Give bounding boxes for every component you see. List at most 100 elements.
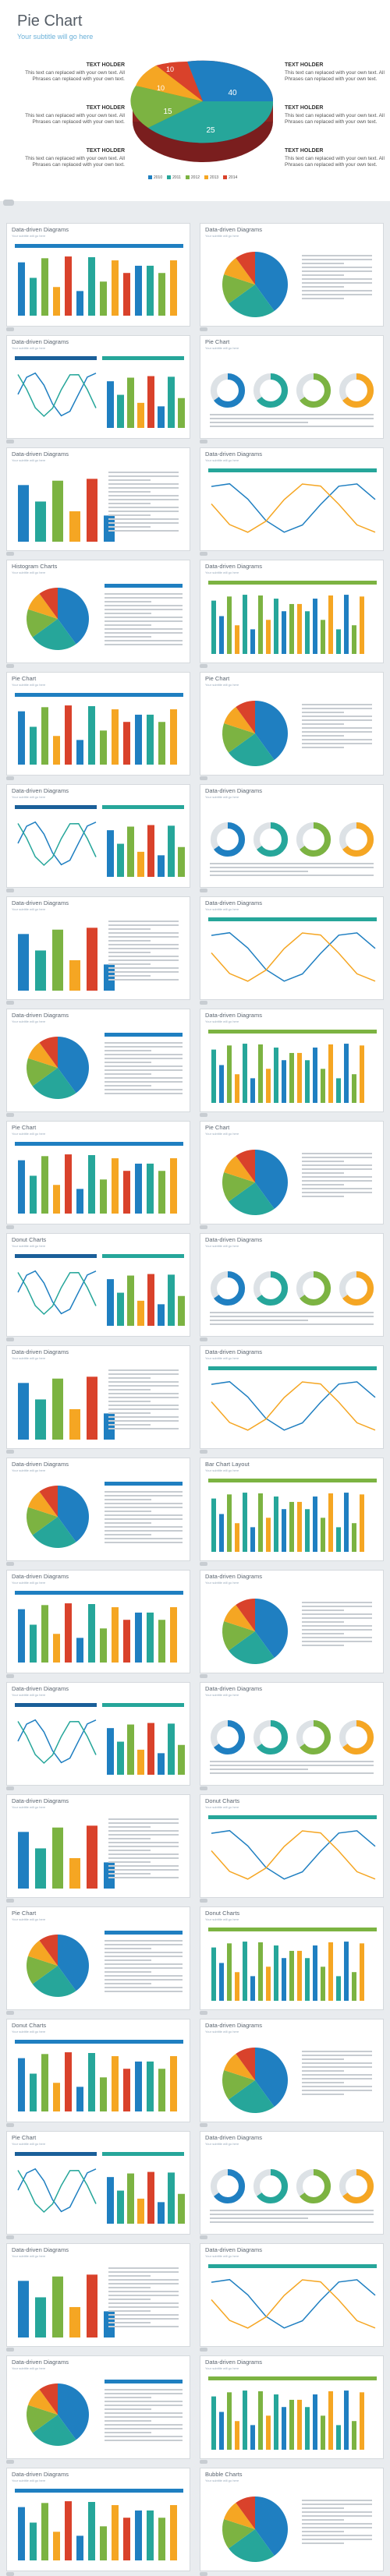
text-placeholder	[210, 2217, 308, 2219]
text-placeholder	[108, 1846, 179, 1847]
text-placeholder	[108, 936, 179, 938]
slide-thumbnail[interactable]: Pie Chart Your subtitle will go here	[200, 1121, 384, 1224]
slide-subtitle: Your subtitle will go here	[205, 2254, 239, 2258]
pie-slice	[27, 2389, 58, 2415]
chart-bar	[41, 2503, 48, 2560]
slide-thumbnail[interactable]: Pie Chart Your subtitle will go here	[200, 335, 384, 439]
chart-bar	[274, 1945, 278, 2001]
chart-bar	[107, 830, 114, 877]
slide-thumbnail[interactable]: Pie Chart Your subtitle will go here	[200, 672, 384, 776]
chart-bar	[65, 1154, 72, 1214]
slide-subtitle: Your subtitle will go here	[205, 1917, 239, 1921]
slide-thumbnail[interactable]: Bubble Charts Your subtitle will go here	[200, 2468, 384, 2571]
slide-thumbnail[interactable]: Data-driven Diagrams Your subtitle will g…	[200, 447, 384, 551]
text-placeholder	[105, 1952, 183, 1953]
slide-thumbnail[interactable]: Donut Charts Your subtitle will go here	[6, 2019, 190, 2122]
chart-bar	[104, 2311, 115, 2337]
pie-slice	[236, 252, 255, 284]
slide-thumbnail[interactable]: Pie Chart Your subtitle will go here	[6, 2131, 190, 2235]
slide-thumbnail[interactable]: Data-driven Diagrams Your subtitle will g…	[6, 2468, 190, 2571]
slide-thumbnail[interactable]: Data-driven Diagrams Your subtitle will g…	[6, 335, 190, 439]
slide-thumbnail[interactable]: Data-driven Diagrams Your subtitle will g…	[200, 1682, 384, 1786]
text-placeholder	[105, 1975, 183, 1977]
slide-thumbnail[interactable]: Data-driven Diagrams Your subtitle will g…	[6, 784, 190, 888]
chart-line	[211, 2279, 376, 2329]
slide-number-badge	[6, 2011, 14, 2015]
text-placeholder	[302, 274, 344, 276]
slide-thumbnail[interactable]: Donut Charts Your subtitle will go here	[200, 1906, 384, 2010]
panel-header	[15, 1703, 97, 1707]
slide-graphic	[208, 917, 377, 982]
slide-thumbnail[interactable]: Donut Charts Your subtitle will go here	[6, 1233, 190, 1337]
text-placeholder	[105, 1073, 151, 1075]
slide-subtitle: Your subtitle will go here	[205, 683, 239, 687]
slide-thumbnail[interactable]: Data-driven Diagrams Your subtitle will g…	[200, 896, 384, 1000]
slide-thumbnail[interactable]: Pie Chart Your subtitle will go here	[6, 1121, 190, 1224]
slide-graphic	[27, 1931, 183, 1997]
slide-graphic	[27, 1033, 183, 1099]
pie-slice	[224, 2503, 255, 2529]
slide-thumbnail[interactable]: Data-driven Diagrams Your subtitle will g…	[6, 896, 190, 1000]
slide-thumbnail[interactable]: Data-driven Diagrams Your subtitle will g…	[6, 2243, 190, 2347]
slide-number-badge	[6, 1899, 14, 1903]
slide-thumbnail[interactable]: Data-driven Diagrams Your subtitle will g…	[200, 560, 384, 663]
slide-thumbnail[interactable]: Data-driven Diagrams Your subtitle will g…	[200, 223, 384, 327]
text-placeholder	[108, 1420, 179, 1422]
slide-thumbnail[interactable]: Data-driven Diagrams Your subtitle will g…	[6, 447, 190, 551]
chart-bar	[88, 1154, 95, 1214]
slide-subtitle: Your subtitle will go here	[205, 907, 239, 911]
slide-graphic	[18, 2267, 179, 2337]
slide-graphic	[18, 472, 179, 542]
donut-arc	[210, 822, 246, 857]
slide-thumbnail[interactable]: Data-driven Diagrams Your subtitle will g…	[6, 2355, 190, 2459]
panel-header	[15, 1254, 97, 1258]
slide-thumbnail[interactable]: Data-driven Diagrams Your subtitle will g…	[200, 2243, 384, 2347]
text-placeholder	[105, 1940, 183, 1942]
chart-bar	[266, 1966, 271, 2001]
text-placeholder	[105, 2432, 151, 2433]
chart-bar	[35, 1399, 46, 1440]
chart-bar	[328, 1942, 333, 2001]
slide-title: Pie Chart	[12, 675, 37, 682]
chart-bar	[147, 376, 154, 428]
slide-thumbnail[interactable]: Data-driven Diagrams Your subtitle will g…	[200, 2355, 384, 2459]
slide-graphic	[15, 1254, 185, 1326]
text-placeholder	[210, 1761, 374, 1762]
slide-thumbnail[interactable]: Data-driven Diagrams Your subtitle will g…	[200, 1009, 384, 1112]
slide-thumbnail[interactable]: Data-driven Diagrams Your subtitle will g…	[200, 784, 384, 888]
slide-graphic	[222, 1150, 372, 1215]
slide-thumbnail[interactable]: Pie Chart Your subtitle will go here	[6, 1906, 190, 2010]
slide-title: Donut Charts	[12, 1236, 47, 1243]
slide-thumbnail[interactable]: Data-driven Diagrams Your subtitle will g…	[6, 1345, 190, 1449]
slide-thumbnail[interactable]: Data-driven Diagrams Your subtitle will g…	[6, 1794, 190, 1898]
slide-thumbnail[interactable]: Pie Chart Your subtitle will go here	[6, 672, 190, 776]
text-placeholder	[108, 522, 179, 524]
slide-thumbnail[interactable]: Data-driven Diagrams Your subtitle will g…	[6, 1009, 190, 1112]
chart-bar	[328, 1044, 333, 1103]
chart-bar	[76, 1189, 83, 1214]
text-placeholder	[105, 1514, 183, 1516]
slide-thumbnail[interactable]: Data-driven Diagrams Your subtitle will g…	[200, 2131, 384, 2235]
slide-thumbnail[interactable]: Data-driven Diagrams Your subtitle will g…	[6, 1682, 190, 1786]
slide-thumbnail[interactable]: Donut Charts Your subtitle will go here	[200, 1794, 384, 1898]
slide-thumbnail[interactable]: Data-driven Diagrams Your subtitle will g…	[6, 1570, 190, 1673]
slide-thumbnail[interactable]: Data-driven Diagrams Your subtitle will g…	[6, 1458, 190, 1561]
title-slide[interactable]: Pie Chart Your subtitle will go here TEX…	[0, 0, 390, 201]
slide-title: Pie Chart	[205, 1124, 230, 1131]
slide-thumbnail[interactable]: Data-driven Diagrams Your subtitle will g…	[6, 223, 190, 327]
slide-title: Data-driven Diagrams	[12, 1573, 69, 1580]
slide-thumbnail[interactable]: Data-driven Diagrams Your subtitle will g…	[200, 1570, 384, 1673]
slide-title: Data-driven Diagrams	[12, 899, 69, 906]
slide-title: Donut Charts	[205, 1910, 240, 1917]
text-holder: TEXT HOLDER This text can replaced with …	[285, 105, 386, 125]
legend-item: 2012	[185, 175, 200, 180]
text-placeholder	[302, 1613, 372, 1615]
text-holder-heading: TEXT HOLDER	[86, 62, 125, 68]
text-placeholder	[105, 1542, 183, 1543]
slide-thumbnail[interactable]: Data-driven Diagrams Your subtitle will g…	[200, 1233, 384, 1337]
slide-thumbnail[interactable]: Histogram Charts Your subtitle will go he…	[6, 560, 190, 663]
slide-thumbnail[interactable]: Data-driven Diagrams Your subtitle will g…	[200, 2019, 384, 2122]
panel-header	[105, 2380, 183, 2383]
slide-thumbnail[interactable]: Bar Chart Layout Your subtitle will go he…	[200, 1458, 384, 1561]
slide-thumbnail[interactable]: Data-driven Diagrams Your subtitle will g…	[200, 1345, 384, 1449]
